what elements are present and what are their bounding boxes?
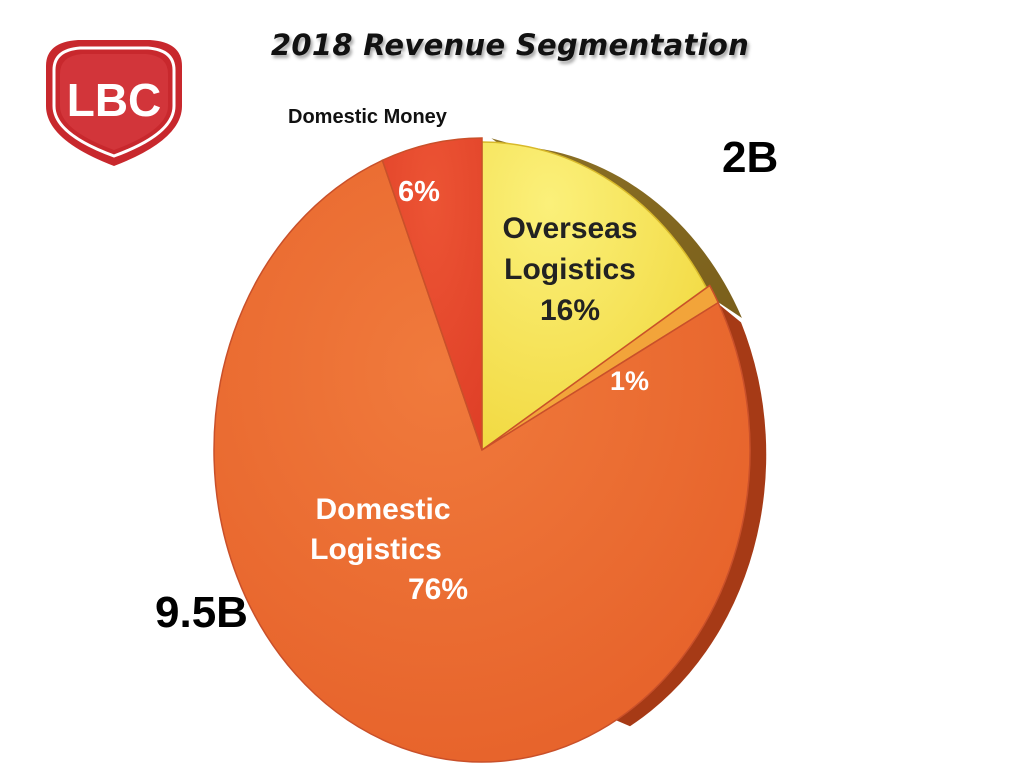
domestic-label-line-1: Domestic xyxy=(315,493,451,526)
slice-domestic-money xyxy=(381,137,483,451)
chart-title: 2018 Revenue Segmentation xyxy=(270,28,750,62)
domestic-money-percent-label: 6% xyxy=(398,176,440,208)
overseas-logistics-label: Overseas Logistics 16% xyxy=(480,208,660,331)
domestic-money-label: Domestic Money xyxy=(288,106,447,128)
other-percent-label: 1% xyxy=(610,366,650,396)
overseas-label-line-1: Overseas xyxy=(502,212,638,245)
overseas-percent-label: 16% xyxy=(539,294,601,327)
domestic-label-line-2: Logistics xyxy=(310,533,442,566)
slice-domestic-logistics xyxy=(213,159,751,763)
lbc-logo-icon: LBC xyxy=(46,40,182,166)
domestic-percent-label: 76% xyxy=(407,573,468,606)
overseas-annotation: 2B xyxy=(722,133,779,182)
slice-overseas-logistics xyxy=(481,141,708,452)
overseas-label-line-2: Logistics xyxy=(504,253,636,286)
logo-text: LBC xyxy=(67,74,162,126)
domestic-logistics-label: Domestic Logistics 76% xyxy=(298,490,468,610)
domestic-annotation: 9.5B xyxy=(155,588,248,637)
